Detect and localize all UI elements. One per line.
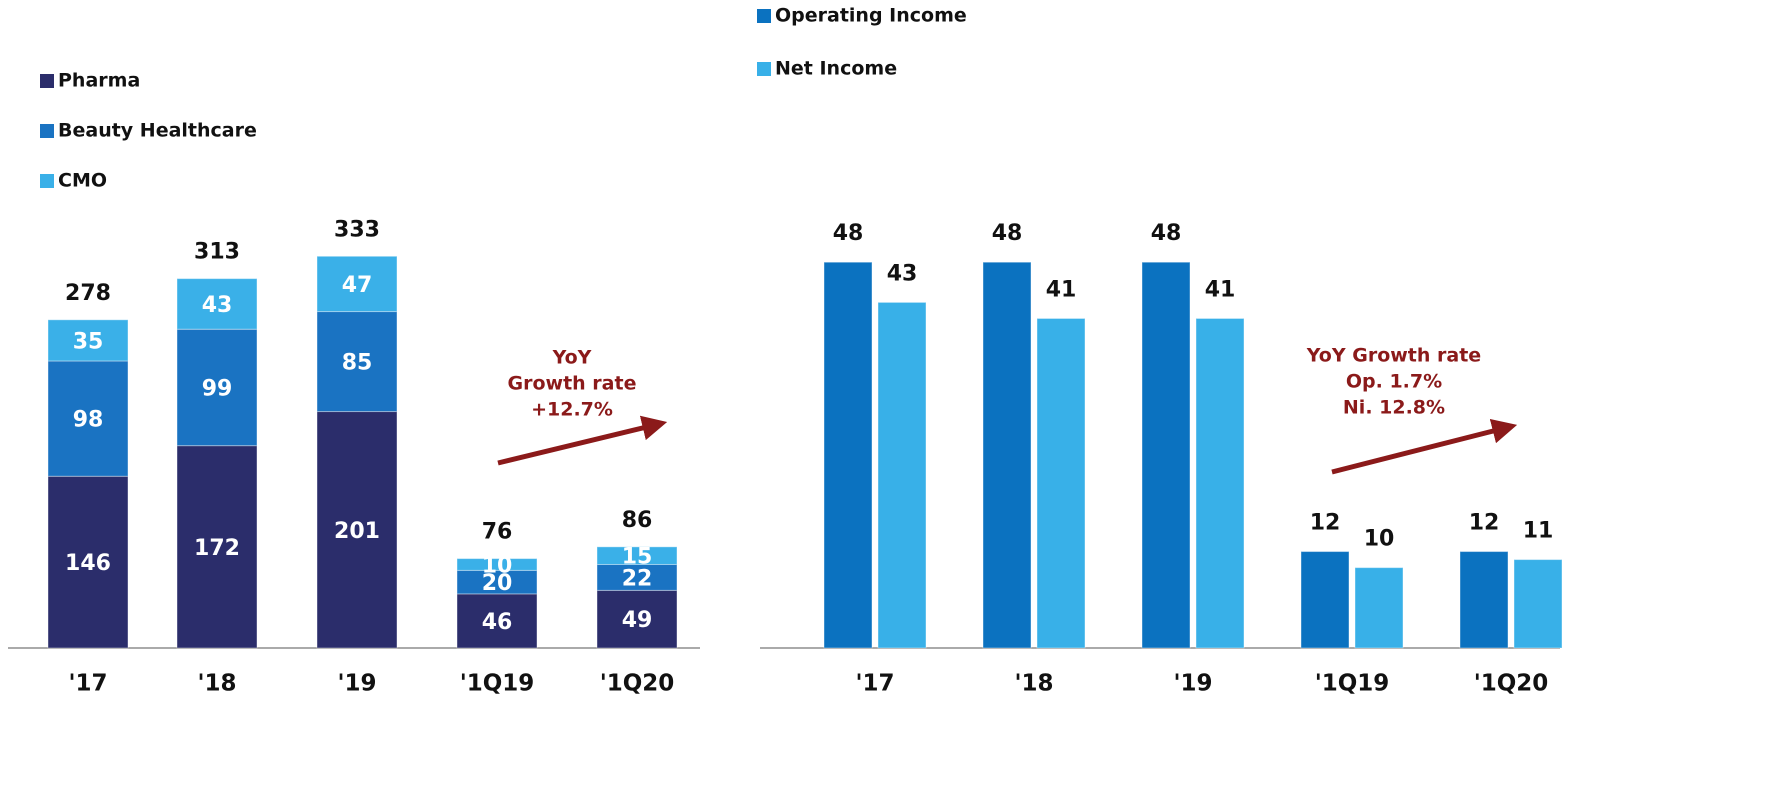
value-label: 48 [992, 221, 1023, 246]
bar-segment [176, 278, 258, 330]
value-label: 48 [1151, 221, 1182, 246]
value-label: 41 [1205, 277, 1236, 302]
x-tick-label: '1Q20 [1474, 671, 1549, 697]
value-label: 12 [1469, 511, 1500, 536]
legend-swatch [757, 9, 771, 23]
annotation: YoY [552, 347, 592, 369]
x-tick-label: '19 [337, 671, 376, 697]
legend-label: CMO [58, 170, 107, 192]
trend-arrow [1331, 418, 1518, 475]
bar-segment [47, 475, 129, 649]
bar [1354, 567, 1404, 649]
bar-segment [316, 411, 398, 649]
bar [823, 261, 873, 649]
value-label: 41 [1046, 277, 1077, 302]
x-tick-label: '18 [1014, 671, 1053, 697]
bar-segment [456, 558, 538, 571]
total-label: 313 [194, 240, 240, 265]
x-tick-label: '18 [197, 671, 236, 697]
legend-swatch [40, 74, 54, 88]
annotation: YoY Growth rate [1306, 345, 1481, 367]
legend-swatch [757, 62, 771, 76]
bar-segment [316, 255, 398, 313]
value-label: 10 [1364, 527, 1395, 552]
x-tick-label: '1Q19 [1315, 671, 1390, 697]
value-label: 12 [1310, 511, 1341, 536]
value-label: 46 [482, 610, 513, 635]
bar-segment [47, 319, 129, 362]
x-tick-label: '17 [68, 671, 107, 697]
legend-label: Net Income [775, 58, 897, 80]
value-label: 98 [73, 408, 104, 433]
value-label: 20 [482, 571, 513, 596]
value-label: 49 [622, 608, 653, 633]
bar [982, 261, 1032, 649]
total-label: 333 [334, 217, 380, 242]
bar [1141, 261, 1191, 649]
legend-label: Beauty Healthcare [58, 120, 257, 142]
value-label: 22 [622, 566, 653, 591]
trend-arrow [497, 415, 668, 466]
annotation: +12.7% [531, 399, 613, 421]
total-label: 278 [65, 281, 111, 306]
value-label: 47 [342, 273, 373, 298]
legend-swatch [40, 174, 54, 188]
bar-segment [47, 360, 129, 477]
x-tick-label: '19 [1173, 671, 1212, 697]
value-label: 10 [482, 553, 513, 578]
total-label: 86 [622, 508, 653, 533]
x-tick-label: '17 [855, 671, 894, 697]
value-label: 35 [73, 329, 104, 354]
bar [1036, 317, 1086, 649]
legend-label: Pharma [58, 70, 140, 92]
bar [877, 301, 927, 649]
value-label: 15 [622, 545, 653, 570]
legend-swatch [40, 124, 54, 138]
bar [1195, 317, 1245, 649]
x-tick-label: '1Q20 [600, 671, 675, 697]
value-label: 201 [334, 519, 380, 544]
value-label: 85 [342, 351, 373, 376]
annotation: Growth rate [508, 373, 637, 395]
value-label: 48 [833, 221, 864, 246]
annotation: Ni. 12.8% [1343, 397, 1445, 419]
bar [1513, 559, 1563, 649]
bar-segment [596, 546, 678, 565]
bar-segment [176, 445, 258, 649]
x-tick-label: '1Q19 [460, 671, 535, 697]
annotation: Op. 1.7% [1346, 371, 1442, 393]
bar-segment [456, 593, 538, 649]
value-label: 43 [887, 261, 918, 286]
value-label: 172 [194, 536, 240, 561]
total-label: 76 [482, 520, 513, 545]
value-label: 99 [202, 376, 233, 401]
bar-segment [596, 563, 678, 591]
bar [1459, 551, 1509, 649]
legend-label: Operating Income [775, 5, 967, 27]
value-label: 146 [65, 551, 111, 576]
value-label: 43 [202, 293, 233, 318]
value-label: 11 [1523, 519, 1554, 544]
bar-segment [316, 311, 398, 413]
bar-segment [176, 328, 258, 447]
bar-segment [596, 589, 678, 649]
bar [1300, 551, 1350, 649]
